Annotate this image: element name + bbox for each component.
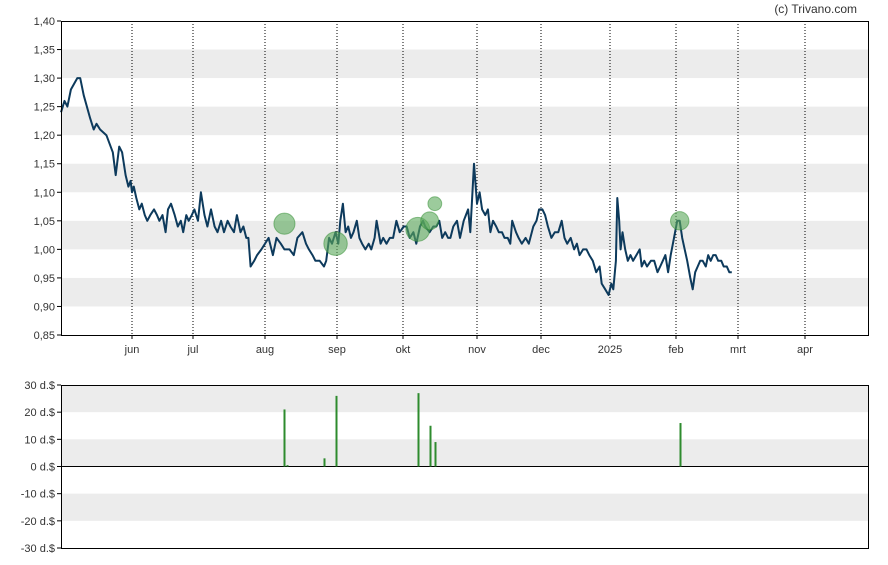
y-tick-label: 1,30: [34, 73, 55, 85]
y-tick-label: -10 d.$: [21, 489, 55, 501]
price-frame: [61, 21, 869, 336]
x-tick-label: 2025: [598, 344, 622, 356]
y-tick-label: 1,10: [34, 187, 55, 199]
price-chart-bands: [61, 49, 869, 307]
x-tick-label: jun: [124, 344, 140, 356]
y-tick-label: 1,05: [34, 216, 55, 228]
month-gridlines: [131, 21, 806, 335]
dividend-markers: [273, 196, 690, 256]
y-tick-label: 30 d.$: [24, 380, 55, 392]
band: [61, 49, 869, 79]
dividend-bars: [283, 393, 682, 467]
chart-frames: [61, 21, 869, 549]
band: [61, 277, 869, 307]
y-tick-label: 1,35: [34, 45, 55, 57]
watermark: (c) Trivano.com: [774, 2, 857, 16]
dividend-marker: [427, 196, 443, 212]
y-tick-label: -20 d.$: [21, 516, 55, 528]
y-tick-label: 1,00: [34, 244, 55, 256]
y-tick-label: 0 d.$: [31, 462, 55, 474]
y-tick-label: 0,95: [34, 273, 55, 285]
dividend-y-ticks: 30 d.$ 20 d.$ 10 d.$ 0 d.$ -10 d.$ -20 d.$ -30…: [21, 380, 61, 555]
x-tick-label: feb: [668, 344, 683, 356]
y-tick-label: 1,20: [34, 130, 55, 142]
dividend-marker: [273, 212, 296, 235]
x-tick-label: nov: [468, 344, 486, 356]
x-tick-label: mrt: [730, 344, 746, 356]
y-tick-label: 20 d.$: [24, 407, 55, 419]
y-tick-label: 1,25: [34, 102, 55, 114]
y-tick-label: 0,90: [34, 301, 55, 313]
band: [61, 220, 869, 250]
x-tick-label: jul: [186, 344, 198, 356]
band: [61, 493, 869, 521]
x-tick-label: dec: [532, 344, 550, 356]
y-tick-label: -30 d.$: [21, 543, 55, 555]
x-tick-label: apr: [797, 344, 813, 356]
price-y-ticks: 1,40 1,35 1,30 1,25 1,20 1,15 1,10 1,05 1,00 0,95…: [34, 16, 61, 342]
dividend-marker: [323, 231, 348, 256]
dividend-marker: [670, 211, 690, 231]
y-tick-label: 10 d.$: [24, 434, 55, 446]
x-tick-label: sep: [328, 344, 346, 356]
x-ticks: jun jul aug sep okt nov dec 2025 feb mrt apr: [124, 335, 813, 356]
dividend-marker: [420, 211, 440, 231]
x-tick-label: aug: [256, 344, 274, 356]
band: [61, 163, 869, 193]
band: [61, 385, 869, 413]
dividend-frame: [61, 385, 869, 549]
dividend-chart-bands: [61, 385, 869, 521]
y-tick-label: 0,85: [34, 330, 55, 342]
band: [61, 106, 869, 136]
band: [61, 439, 869, 467]
y-tick-label: 1,15: [34, 159, 55, 171]
x-tick-label: okt: [396, 344, 411, 356]
y-tick-label: 1,40: [34, 16, 55, 28]
